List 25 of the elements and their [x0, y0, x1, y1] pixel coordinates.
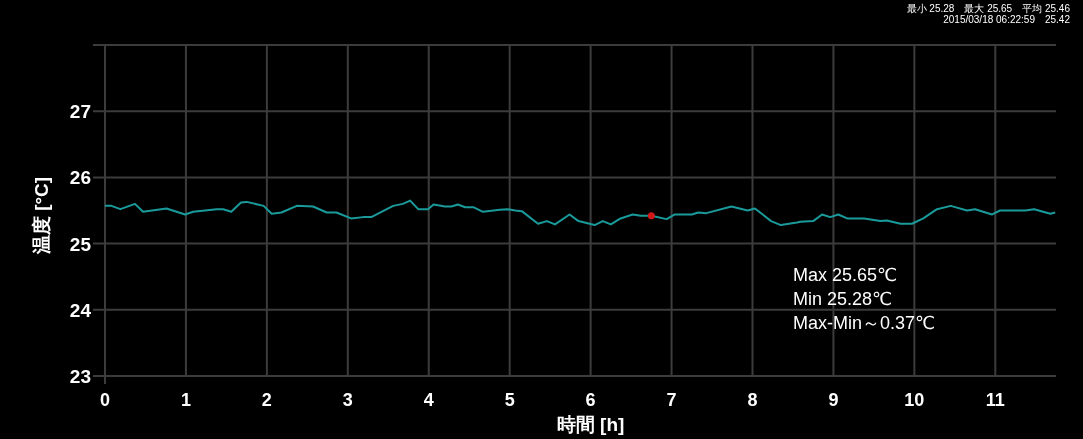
text: 最小 25.28 最大 25.65 平均 25.46: [906, 3, 1071, 14]
x-tick-label: 0: [99, 390, 111, 410]
annotation: Min 25.28℃: [793, 289, 893, 309]
line-series: [104, 199, 1057, 227]
annotation: Max-Min～0.37℃: [793, 313, 936, 333]
x-tick-label: 4: [423, 390, 434, 410]
y-tick-label: 23: [69, 366, 91, 387]
annotation: Max 25.65℃: [793, 265, 898, 285]
x-tick-label: 1: [180, 390, 191, 410]
x-tick-label: 2: [261, 390, 272, 410]
y-tick-label: 24: [69, 299, 92, 321]
x-tick-label: 10: [904, 390, 925, 410]
text: 2015/03/18 06:22:59 25.42: [943, 14, 1071, 25]
y-tick-label: 25: [69, 233, 92, 255]
x-tick-label: 8: [747, 390, 758, 410]
y-tick-label: 27: [69, 101, 91, 123]
x-axis-title: 時間 [h]: [556, 414, 625, 435]
x-tick-label: 6: [585, 390, 596, 410]
x-tick-label: 3: [342, 390, 353, 410]
x-tick-label: 9: [828, 390, 839, 410]
y-tick-label: 26: [69, 167, 91, 189]
x-tick-label: 11: [985, 390, 1005, 410]
x-tick-label: 5: [504, 390, 515, 410]
x-tick-label: 7: [666, 390, 677, 410]
y-axis-title: 温度 [°C]: [31, 176, 52, 256]
